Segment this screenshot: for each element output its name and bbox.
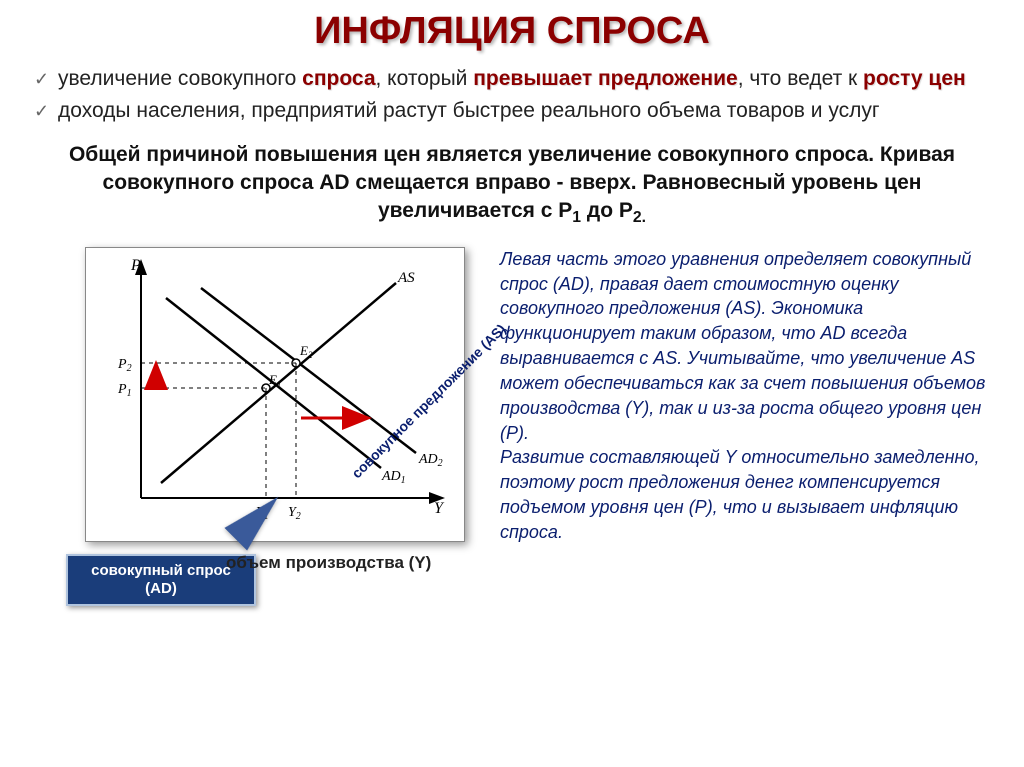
- sub: 2.: [633, 210, 646, 227]
- text: до P: [581, 199, 633, 222]
- text: , что ведет к: [738, 67, 863, 90]
- svg-text:E2: E2: [299, 343, 313, 360]
- text: увеличение совокупного: [58, 67, 302, 90]
- svg-text:AS: AS: [397, 270, 415, 286]
- em: превышает предложение: [473, 67, 737, 90]
- svg-text:P: P: [130, 257, 141, 274]
- text: Общей причиной повышения цен является ув…: [69, 143, 955, 223]
- bullet-item-2: доходы населения, предприятий растут быс…: [30, 97, 994, 125]
- bullet-item-1: увеличение совокупного спроса, который п…: [30, 65, 994, 93]
- em: спроса: [302, 67, 375, 90]
- svg-text:Y: Y: [434, 500, 445, 517]
- svg-text:Y2: Y2: [288, 505, 301, 522]
- content-row: уровень цен (P): [30, 247, 994, 545]
- text: , который: [376, 67, 474, 90]
- svg-text:P2: P2: [117, 357, 132, 374]
- svg-text:P1: P1: [117, 382, 132, 399]
- x-axis-label: объем производства (Y): [226, 553, 431, 573]
- em: росту цен: [863, 67, 966, 90]
- svg-text:E1: E1: [268, 372, 281, 389]
- right-paragraph: Левая часть этого уравнения определяет с…: [500, 247, 994, 545]
- svg-text:AD2: AD2: [418, 452, 443, 469]
- chart-column: уровень цен (P): [30, 247, 480, 545]
- chart-frame: P Y AS AD1 AD2 P1 P2 Y1 Y2 E1 E2 совокуп…: [85, 247, 465, 542]
- summary-paragraph: Общей причиной повышения цен является ув…: [50, 141, 974, 229]
- sub: 1: [572, 210, 581, 227]
- bullet-list: увеличение совокупного спроса, который п…: [30, 65, 994, 126]
- page-title: ИНФЛЯЦИЯ СПРОСА: [30, 10, 994, 53]
- svg-text:AD1: AD1: [381, 469, 406, 486]
